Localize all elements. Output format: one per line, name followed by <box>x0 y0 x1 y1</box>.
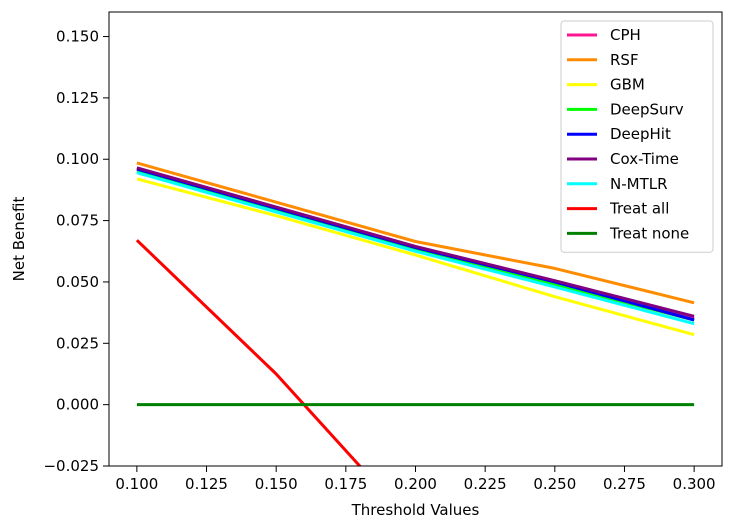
y-axis: −0.025 0.000 0.025 0.050 0.075 0.100 0.125 0.15… <box>43 28 109 475</box>
legend-label: Treat none <box>609 224 689 242</box>
series-line-gbm <box>136 177 695 337</box>
series-line-n-mtlr <box>136 171 695 326</box>
y-tick-label: 0.075 <box>56 212 99 230</box>
y-tick-label: 0.025 <box>56 334 99 352</box>
legend-label: Treat all <box>609 200 669 218</box>
x-tick-label: 0.150 <box>255 475 298 493</box>
series-line-rsf <box>136 161 695 305</box>
x-tick-label: 0.300 <box>673 475 716 493</box>
x-tick-label: 0.250 <box>533 475 576 493</box>
legend-label: GBM <box>610 76 645 94</box>
legend-label: RSF <box>610 51 639 69</box>
x-tick-label: 0.175 <box>324 475 367 493</box>
series-layer <box>135 161 695 466</box>
legend-label: CPH <box>610 26 641 44</box>
x-tick-label: 0.225 <box>464 475 507 493</box>
legend-box <box>560 20 714 253</box>
y-tick-label: 0.000 <box>56 396 99 414</box>
x-tick-label: 0.100 <box>115 475 158 493</box>
legend: CPH RSF GBM DeepSurv DeepHit Cox-Time N-MTLR Tr… <box>560 20 714 253</box>
legend-label: Cox-Time <box>610 150 679 168</box>
x-axis-label: Threshold Values <box>351 501 480 519</box>
y-tick-label: −0.025 <box>43 457 99 475</box>
y-tick-label: 0.050 <box>56 273 99 291</box>
series-line-cox-time <box>136 166 695 318</box>
y-tick-label: 0.150 <box>56 28 99 46</box>
series-line-treat-all <box>135 239 362 466</box>
y-tick-label: 0.100 <box>56 150 99 168</box>
x-tick-label: 0.125 <box>185 475 228 493</box>
y-axis-label: Net Benefit <box>10 197 28 282</box>
legend-label: N-MTLR <box>610 175 668 193</box>
x-tick-label: 0.200 <box>394 475 437 493</box>
legend-label: DeepHit <box>610 125 671 143</box>
y-tick-label: 0.125 <box>56 89 99 107</box>
x-tick-label: 0.275 <box>603 475 646 493</box>
legend-label: DeepSurv <box>610 100 684 118</box>
x-axis: 0.100 0.125 0.150 0.175 0.200 0.225 0.250 0.275… <box>115 466 716 493</box>
